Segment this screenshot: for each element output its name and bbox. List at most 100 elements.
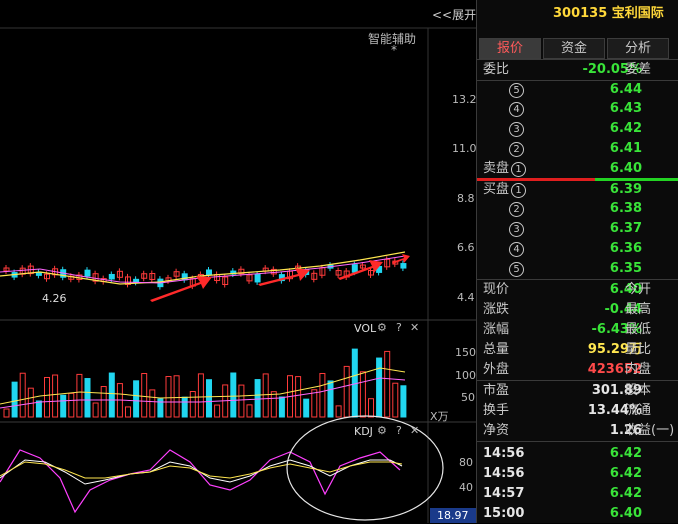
volume-bar xyxy=(368,398,374,418)
volume-bar xyxy=(238,384,245,418)
low-price-label: 4.26 xyxy=(42,292,67,305)
stat-label-right: 收益(一) xyxy=(625,423,675,438)
buy-row-1[interactable]: 买盘 1 6.39 xyxy=(477,180,678,200)
buy-level: 3 xyxy=(509,222,524,237)
divider xyxy=(477,380,678,381)
kdj-help-icon[interactable]: ? xyxy=(396,424,402,437)
stat-value: 95.29万 xyxy=(587,342,642,357)
buy-row-2[interactable]: 2 6.38 xyxy=(477,199,678,219)
stat-label: 净资 xyxy=(483,423,510,438)
stat-row: 涨跌 -0.44 最高 xyxy=(477,300,678,320)
stat-value: 301.89 xyxy=(591,383,642,398)
volume-bar xyxy=(84,378,91,418)
candle-body xyxy=(311,272,318,280)
candle-body xyxy=(44,273,50,280)
expand-button[interactable]: <<展开 xyxy=(432,8,477,22)
weibi-value: -20.05% xyxy=(582,62,642,77)
trade-time: 14:56 xyxy=(483,466,525,481)
buy-row-4[interactable]: 4 6.36 xyxy=(477,239,678,259)
volume-bar xyxy=(27,387,34,418)
vol-ma-pink xyxy=(0,377,406,409)
kdj-value-box xyxy=(430,508,476,523)
volume-bar xyxy=(76,373,83,418)
sell-row-1[interactable]: 卖盘 1 6.40 xyxy=(477,159,678,179)
candle-body xyxy=(335,270,342,276)
sell-row-3[interactable]: 3 6.42 xyxy=(477,119,678,139)
sell-row-2[interactable]: 2 6.41 xyxy=(477,139,678,159)
sell-price: 6.42 xyxy=(609,121,642,136)
vol-tick-3: 50 xyxy=(461,391,475,404)
candle-body xyxy=(206,269,212,275)
arrow-1 xyxy=(150,276,212,302)
price-tick-4: 6.6 xyxy=(457,241,475,254)
buy-price: 6.36 xyxy=(609,241,642,256)
stat-label-right: 今开 xyxy=(625,282,652,297)
smart-assist-label[interactable]: 智能辅助 xyxy=(368,32,417,46)
stat-label-right: 内盘 xyxy=(625,362,652,377)
candle-body xyxy=(125,276,131,285)
trade-price: 6.42 xyxy=(609,446,642,461)
buy-row-5[interactable]: 5 6.35 xyxy=(477,259,678,279)
stock-chart-area[interactable]: <<展开 智能辅助 * 13.2 11.0 8.8 6.6 4.4 4.26 V… xyxy=(0,0,477,523)
volume-bar xyxy=(230,372,237,418)
tab-quote[interactable]: 报价 xyxy=(479,38,541,59)
buy-level: 4 xyxy=(509,242,524,257)
divider xyxy=(477,59,678,60)
volume-bar xyxy=(206,379,212,418)
stat-label: 外盘 xyxy=(483,362,510,377)
volume-bar xyxy=(303,398,310,418)
vol-title: VOL xyxy=(354,322,377,335)
kdj-value: 18.97 xyxy=(437,509,469,522)
trade-price: 6.42 xyxy=(609,466,642,481)
divider xyxy=(477,80,678,81)
volume-bar xyxy=(68,392,75,418)
stat-label: 总量 xyxy=(483,342,510,357)
divider xyxy=(477,279,678,280)
quote-panel: 300135 宝利国际 报价 资金 分析 委比 -20.05% 委差 5 6.4… xyxy=(476,0,678,523)
sell-price: 6.41 xyxy=(609,141,642,156)
tab-analysis[interactable]: 分析 xyxy=(607,38,669,59)
stat-value: 13.44% xyxy=(587,403,642,418)
buy-price: 6.37 xyxy=(609,221,642,236)
kdj-tick-2: 40 xyxy=(459,481,473,494)
candle-body xyxy=(400,263,407,269)
sell-price: 6.43 xyxy=(609,101,642,116)
volume-bar xyxy=(246,404,253,418)
volume-bar xyxy=(384,350,391,418)
trade-price: 6.42 xyxy=(609,486,642,501)
vol-tick-2: 100 xyxy=(455,369,476,382)
kdj-k-line xyxy=(0,459,403,485)
gear-icon[interactable]: ⚙ xyxy=(377,321,387,334)
volume-bar xyxy=(149,389,156,418)
volume-bar xyxy=(19,372,26,418)
volume-bar xyxy=(3,408,10,418)
sell-row-5[interactable]: 5 6.44 xyxy=(477,80,678,100)
chart-canvas[interactable] xyxy=(0,0,476,523)
buy-level: 2 xyxy=(509,202,524,217)
kdj-gear-icon[interactable]: ⚙ xyxy=(377,424,387,437)
volume-bar xyxy=(11,381,18,418)
tab-funds[interactable]: 资金 xyxy=(543,38,605,59)
stat-label-right: 股本 xyxy=(625,383,652,398)
vol-unit: X万 xyxy=(430,410,449,423)
buy-row-3[interactable]: 3 6.37 xyxy=(477,219,678,239)
kdj-close-icon[interactable]: ✕ xyxy=(410,424,420,437)
sell-level: 5 xyxy=(509,83,524,98)
close-icon[interactable]: ✕ xyxy=(410,321,420,334)
candle-body xyxy=(384,258,391,268)
candle-body xyxy=(173,271,180,277)
arrow-4 xyxy=(392,254,410,264)
stat-label: 涨幅 xyxy=(483,322,510,337)
price-tick-3: 8.8 xyxy=(457,192,475,205)
help-icon[interactable]: ? xyxy=(396,321,402,334)
volume-bar xyxy=(157,398,164,418)
stat-row: 外盘 423652 内盘 xyxy=(477,360,678,380)
price-tick-2: 11.0 xyxy=(452,142,477,155)
price-tick-5: 4.4 xyxy=(457,291,475,304)
candle-body xyxy=(3,267,10,272)
weicha-label: 委差 xyxy=(625,62,652,77)
candle-body xyxy=(116,270,123,278)
sell-row-4[interactable]: 4 6.43 xyxy=(477,99,678,119)
stat-value: 6.40 xyxy=(609,282,642,297)
stat-label-right: 最低 xyxy=(625,322,652,337)
